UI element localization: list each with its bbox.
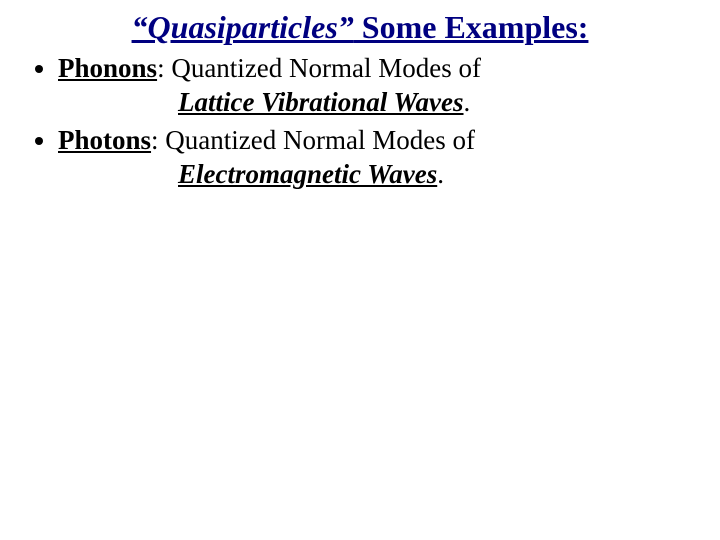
- list-item: Phonons: Quantized Normal Modes of Latti…: [58, 52, 690, 120]
- bullet-list: Phonons: Quantized Normal Modes of Latti…: [30, 52, 690, 191]
- slide: “Quasiparticles” Some Examples: Phonons:…: [0, 0, 720, 215]
- definition: Quantized Normal Modes of: [171, 53, 481, 83]
- period: .: [437, 159, 444, 189]
- emphasis: Electromagnetic Waves: [58, 158, 437, 192]
- slide-title: “Quasiparticles” Some Examples:: [30, 8, 690, 46]
- definition: Quantized Normal Modes of: [165, 125, 475, 155]
- term: Phonons: [58, 53, 157, 83]
- colon: :: [157, 53, 171, 83]
- title-rest: Some Examples:: [354, 9, 589, 45]
- emph-line: Electromagnetic Waves.: [58, 158, 690, 192]
- emph-line: Lattice Vibrational Waves.: [58, 86, 690, 120]
- title-quoted: “Quasiparticles”: [132, 9, 354, 45]
- emphasis: Lattice Vibrational Waves: [58, 86, 464, 120]
- colon: :: [151, 125, 165, 155]
- list-item: Photons: Quantized Normal Modes of Elect…: [58, 124, 690, 192]
- term: Photons: [58, 125, 151, 155]
- period: .: [464, 87, 471, 117]
